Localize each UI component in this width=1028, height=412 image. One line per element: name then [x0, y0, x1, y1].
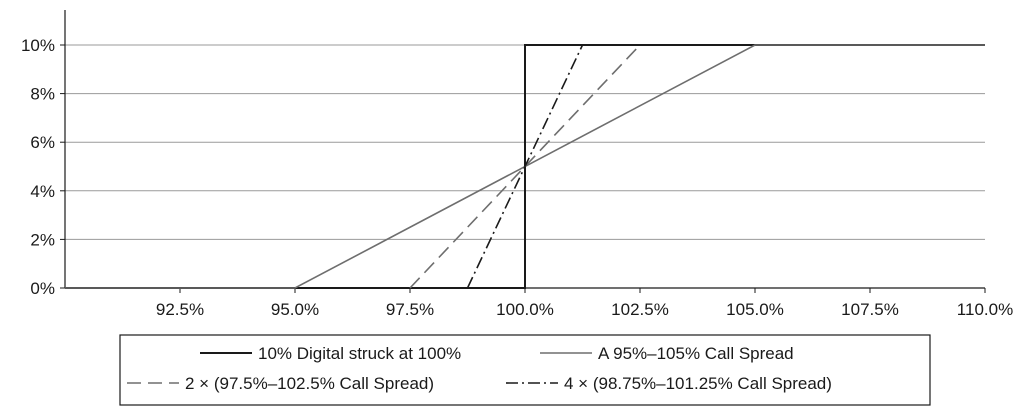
y-tick-label: 8%	[30, 85, 55, 104]
y-tick-label: 6%	[30, 133, 55, 152]
x-tick-label: 105.0%	[726, 300, 784, 319]
legend-label: 4 × (98.75%–101.25% Call Spread)	[564, 374, 832, 393]
y-tick-label: 0%	[30, 279, 55, 298]
grid-lines	[60, 44, 985, 289]
series-line-3	[409, 44, 641, 289]
y-tick-label: 4%	[30, 182, 55, 201]
legend-label: A 95%–105% Call Spread	[598, 344, 794, 363]
x-tick-label: 100.0%	[496, 300, 554, 319]
x-tick-label: 97.5%	[386, 300, 434, 319]
legend-entry: A 95%–105% Call Spread	[540, 344, 794, 363]
y-tick-labels: 0% 2% 4% 6% 8% 10%	[21, 36, 55, 298]
legend-items: 10% Digital struck at 100% A 95%–105% Cal…	[127, 344, 832, 393]
legend-label: 2 × (97.5%–102.5% Call Spread)	[185, 374, 434, 393]
x-tick-label: 95.0%	[271, 300, 319, 319]
x-tick-label: 102.5%	[611, 300, 669, 319]
legend: 10% Digital struck at 100% A 95%–105% Cal…	[119, 334, 931, 406]
x-tick-label: 110.0%	[957, 300, 1013, 319]
legend-entry: 10% Digital struck at 100%	[200, 344, 461, 363]
y-tick-label: 10%	[21, 36, 55, 55]
y-tick-label: 2%	[30, 230, 55, 249]
x-tick-label: 107.5%	[841, 300, 899, 319]
legend-entry: 2 × (97.5%–102.5% Call Spread)	[127, 374, 434, 393]
legend-entry: 4 × (98.75%–101.25% Call Spread)	[506, 374, 832, 393]
x-tick-label: 92.5%	[156, 300, 204, 319]
series-line-4	[466, 44, 584, 289]
legend-label: 10% Digital struck at 100%	[258, 344, 461, 363]
legend-box	[119, 334, 931, 406]
series-lines	[65, 44, 985, 289]
x-tick-labels: 92.5% 95.0% 97.5% 100.0% 102.5% 105.0% 107.5% 1…	[156, 288, 1013, 319]
